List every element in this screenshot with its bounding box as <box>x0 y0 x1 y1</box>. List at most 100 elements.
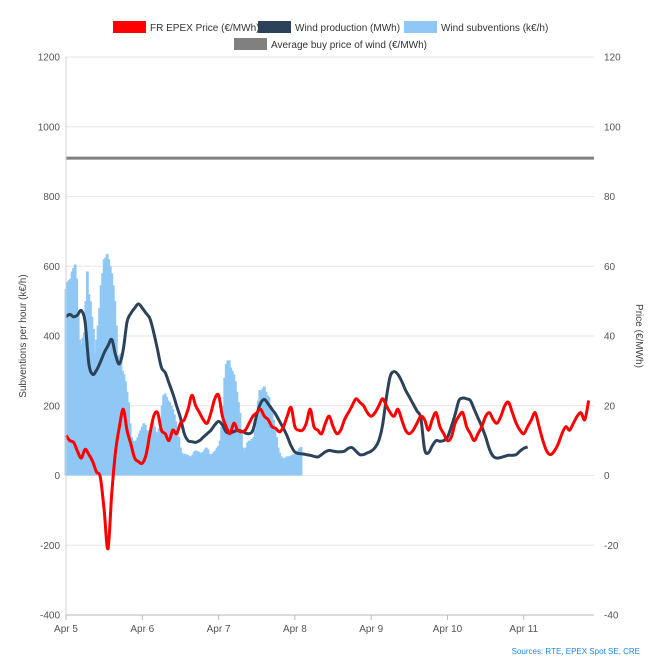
subvention-bar <box>87 294 91 476</box>
legend-label[interactable]: Average buy price of wind (€/MWh) <box>271 40 427 51</box>
subvention-bar <box>179 447 182 476</box>
subvention-bar <box>76 311 80 476</box>
subvention-bar <box>197 451 201 476</box>
subvention-bar <box>116 355 120 476</box>
subvention-bar <box>188 456 192 476</box>
x-tick-label: Apr 9 <box>359 624 383 635</box>
subvention-bar <box>107 259 111 476</box>
subvention-bar <box>113 301 117 476</box>
subvention-bar <box>171 409 175 476</box>
subvention-bar <box>89 301 92 476</box>
y-left-tick-label: 800 <box>43 192 60 203</box>
subvention-bar <box>70 271 74 476</box>
y-right-tick-label: 0 <box>604 471 610 482</box>
subvention-bar <box>279 456 283 476</box>
subvention-bar <box>177 437 181 476</box>
y-right-tick-label: 120 <box>604 53 621 64</box>
subvention-bar <box>264 391 268 476</box>
subvention-bar <box>278 452 282 476</box>
subvention-bar <box>237 402 240 476</box>
subvention-bar <box>84 301 88 476</box>
subvention-bar <box>194 450 198 476</box>
subvention-bar <box>298 448 301 476</box>
subvention-bar <box>143 424 147 476</box>
subvention-bar <box>276 447 280 476</box>
subvention-bar <box>295 452 298 476</box>
subvention-bar <box>285 456 289 476</box>
subvention-bar <box>209 455 213 476</box>
subvention-bar <box>291 454 295 476</box>
subvention-bar <box>121 370 124 476</box>
subvention-bar <box>198 452 202 476</box>
subvention-bar <box>211 453 214 476</box>
y-right-tick-label: 100 <box>604 122 621 133</box>
subvention-bar <box>246 442 249 476</box>
legend-swatch <box>404 21 437 33</box>
y-left-tick-label: 0 <box>54 471 60 482</box>
subvention-bar <box>269 405 272 476</box>
subvention-bar <box>82 332 86 476</box>
subvention-bar <box>150 423 153 476</box>
subvention-bar <box>186 455 190 476</box>
legend-label[interactable]: FR EPEX Price (€/MWh) <box>150 23 259 34</box>
subvention-bar <box>98 308 101 476</box>
subvention-bar <box>281 458 285 476</box>
legend-layer: FR EPEX Price (€/MWh) Wind production (MW… <box>113 21 548 51</box>
legend-swatch <box>113 21 146 33</box>
grid-layer <box>66 56 594 616</box>
subvention-bar <box>169 405 173 476</box>
y-right-tick-label: 40 <box>604 332 616 343</box>
subvention-bar <box>111 285 115 476</box>
subvention-bar <box>299 446 303 476</box>
legend-label[interactable]: Wind production (MWh) <box>295 23 400 34</box>
subvention-bar <box>174 421 178 476</box>
x-tick-label: Apr 6 <box>130 624 154 635</box>
subvention-bar <box>160 405 164 476</box>
subvention-bar <box>220 426 224 476</box>
x-tick-label: Apr 8 <box>283 624 307 635</box>
subvention-bar <box>122 374 126 476</box>
subvention-bar <box>180 452 184 476</box>
subvention-bar <box>201 451 205 476</box>
subvention-bar <box>140 426 144 476</box>
subvention-bar <box>66 281 69 476</box>
subvention-bar <box>142 423 146 476</box>
subvention-bar <box>204 447 208 476</box>
subvention-bar <box>259 391 263 476</box>
x-tick-label: Apr 11 <box>509 624 538 635</box>
y-right-tick-label: -40 <box>604 611 619 622</box>
subvention-bar <box>99 285 103 476</box>
subvention-bar <box>215 447 219 476</box>
subvention-bar <box>130 437 134 476</box>
y-right-tick-label: -20 <box>604 541 619 552</box>
source-text[interactable]: Sources: RTE, EPEX Spot SE, CRE <box>512 647 640 656</box>
subvention-bar <box>256 400 260 476</box>
subvention-bar <box>159 419 163 476</box>
subvention-bar <box>128 423 132 476</box>
subvention-bar <box>108 266 112 476</box>
legend-label[interactable]: Wind subventions (k€/h) <box>441 23 548 34</box>
subvention-bar <box>288 456 292 476</box>
subvention-bar <box>104 257 108 476</box>
subvention-bar <box>157 428 161 476</box>
subvention-bar <box>191 454 195 476</box>
subvention-bar <box>243 451 246 476</box>
subvention-bar <box>182 454 185 476</box>
subvention-bar <box>153 426 156 476</box>
subvention-bar <box>101 273 105 476</box>
subvention-bar <box>139 430 143 476</box>
subvention-bar <box>162 395 166 476</box>
subvention-bar <box>282 458 286 476</box>
subvention-bar <box>75 278 79 476</box>
subvention-bar <box>273 426 277 476</box>
subvention-bar <box>72 267 76 476</box>
epex-price-line <box>64 392 591 551</box>
subvention-bar <box>240 433 243 476</box>
subvention-bar <box>217 445 221 476</box>
y-right-tick-label: 80 <box>604 192 616 203</box>
subvention-bar <box>249 440 253 476</box>
subvention-bar <box>172 414 176 476</box>
subvention-bar <box>208 453 211 476</box>
